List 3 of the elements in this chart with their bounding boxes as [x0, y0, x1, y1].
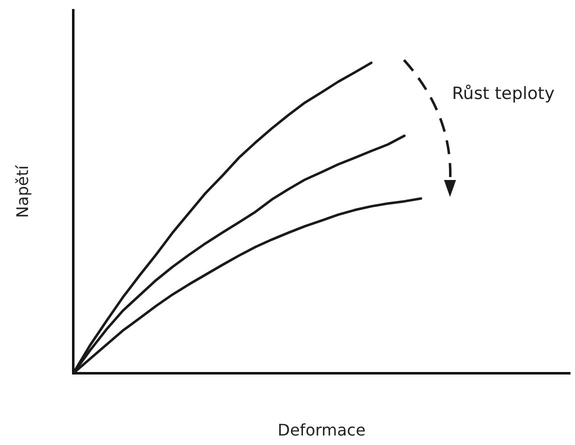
x-axis-title: Deformace — [278, 420, 366, 440]
annotation: Růst teploty — [452, 84, 555, 104]
y-axis-title: Napětí — [12, 164, 32, 218]
